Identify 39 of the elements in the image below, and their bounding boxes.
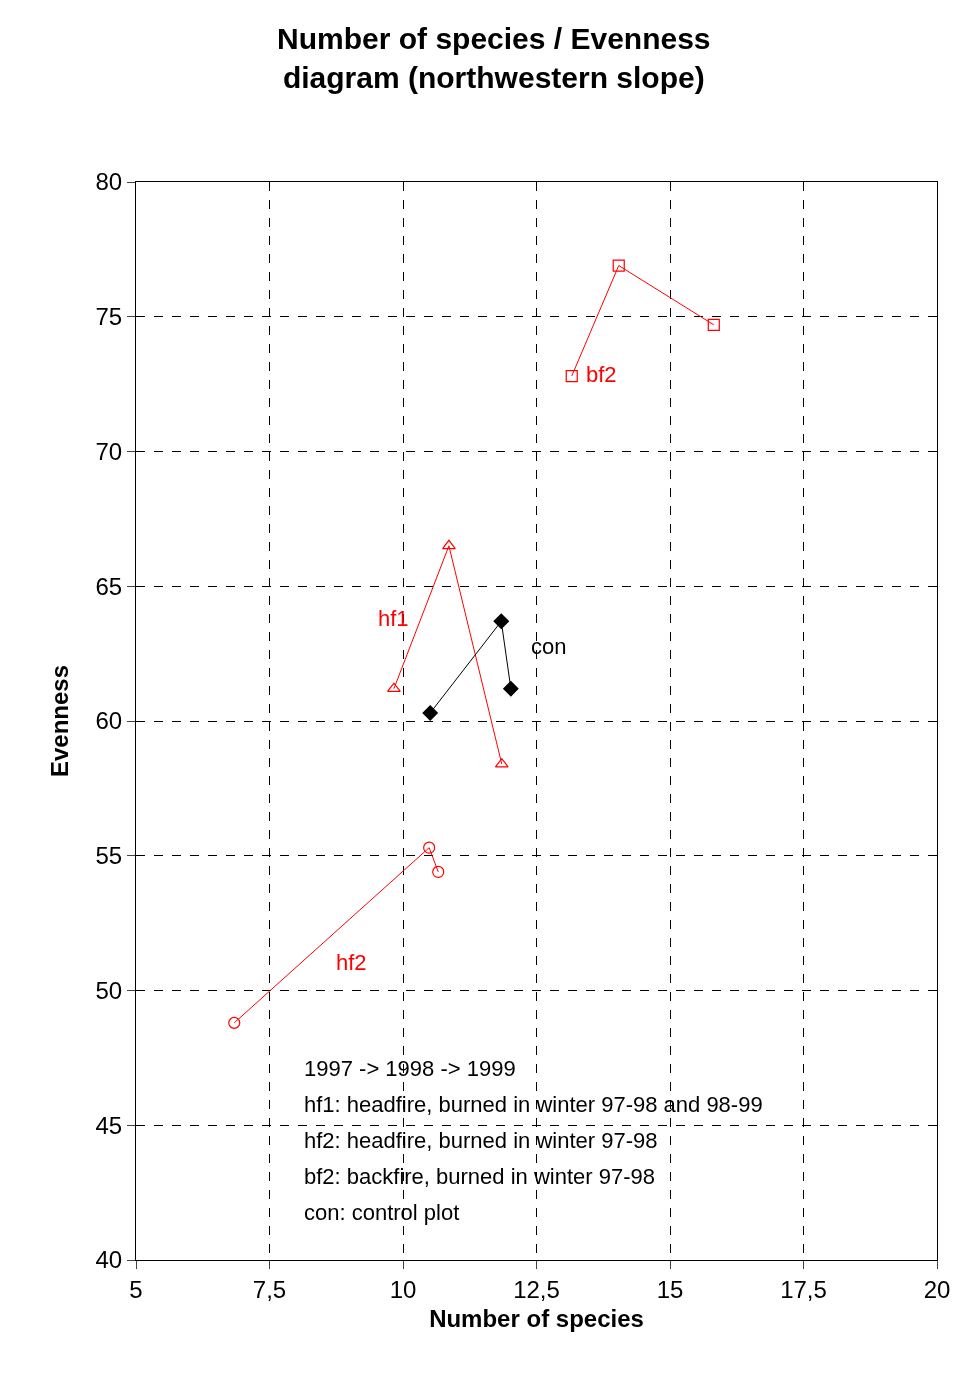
- y-axis-title: Evenness: [45, 664, 73, 778]
- x-tick-label: 12,5: [513, 1275, 560, 1303]
- y-tick-label: 45: [95, 1111, 123, 1139]
- annotation: hf1: headfire, burned in winter 97-98 and 98-99: [304, 1092, 763, 1117]
- y-tick-label: 75: [95, 303, 123, 331]
- x-axis-title: Number of species: [429, 1305, 644, 1333]
- point: [707, 318, 720, 331]
- y-tick-label: 60: [95, 707, 123, 735]
- point: [503, 680, 519, 697]
- annotation: 1997 -> 1998 -> 1999: [304, 1056, 516, 1081]
- series-label: bf2: [586, 362, 617, 387]
- annotation: bf2: backfire, burned in winter 97-98: [304, 1164, 655, 1189]
- chart-title: Number of species / Evenness diagram (northwestern slope): [277, 21, 711, 94]
- y-tick-label: 65: [95, 572, 123, 600]
- x-tick-label: 10: [389, 1275, 417, 1303]
- point: [493, 613, 510, 630]
- x-tick-label: 20: [923, 1275, 951, 1303]
- point: [228, 1016, 241, 1029]
- y-tick-label: 80: [95, 168, 123, 196]
- point: [432, 865, 445, 879]
- series-label: con: [531, 634, 567, 659]
- point: [612, 259, 625, 272]
- point: [441, 539, 456, 550]
- y-tick-label: 40: [95, 1246, 123, 1274]
- series-label: hf1: [378, 606, 409, 631]
- annotation: con: control plot: [304, 1200, 460, 1225]
- point: [422, 705, 438, 721]
- series-label: hf2: [336, 950, 367, 975]
- point: [423, 841, 436, 854]
- x-tick-label: 15: [656, 1275, 684, 1303]
- x-tick-label: 7,5: [252, 1275, 287, 1303]
- point: [565, 369, 578, 383]
- y-tick-label: 50: [95, 976, 123, 1004]
- y-tick-label: 55: [95, 842, 123, 870]
- x-tick-label: 5: [129, 1275, 143, 1303]
- point: [386, 682, 401, 693]
- y-tick-label: 70: [95, 437, 123, 465]
- x-tick-label: 17,5: [780, 1275, 827, 1303]
- annotation: hf2: headfire, burned in winter 97-98: [304, 1128, 658, 1153]
